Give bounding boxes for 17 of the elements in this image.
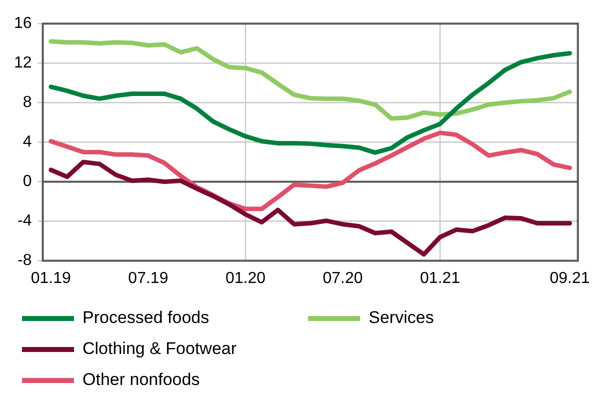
legend-label: Other nonfoods — [82, 370, 285, 390]
x-tick-label: 07.20 — [322, 270, 363, 287]
legend-label: Clothing & Footwear — [82, 339, 322, 358]
x-tick-label: 01.20 — [225, 270, 266, 287]
y-tick-label: 4 — [22, 134, 32, 151]
x-tick-label: 07.19 — [128, 270, 168, 287]
x-tick-label: 01.21 — [420, 270, 460, 287]
y-tick-label: -4 — [18, 212, 32, 230]
x-tick-label: 09.21 — [550, 270, 590, 287]
legend-label: Services — [368, 308, 519, 328]
legend-label: Processed foods — [82, 308, 294, 328]
y-tick-label: 12 — [14, 54, 32, 72]
y-tick-label: 0 — [22, 173, 32, 190]
x-tick-label: 01.19 — [30, 270, 72, 287]
y-tick-label: -8 — [18, 252, 32, 270]
y-tick-label: 16 — [14, 15, 32, 32]
y-tick-label: 8 — [22, 94, 32, 112]
